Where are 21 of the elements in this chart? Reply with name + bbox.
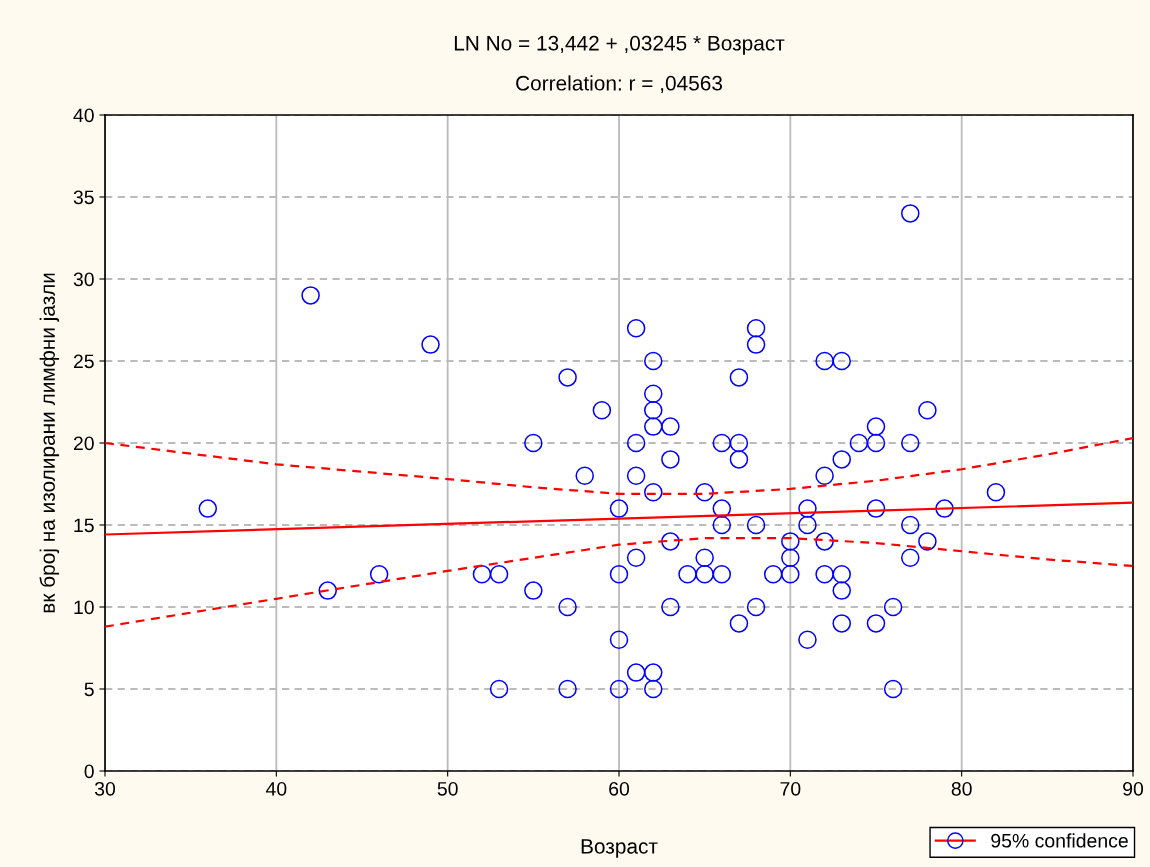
chart-subtitle: Correlation: r = ,04563: [516, 75, 723, 94]
y-tick-label: 30: [73, 272, 94, 287]
x-tick-label: 30: [94, 781, 116, 796]
x-tick-label: 90: [1123, 781, 1144, 796]
x-tick-label: 40: [265, 781, 287, 796]
y-tick-label: 40: [73, 108, 94, 123]
x-tick-label: 60: [609, 781, 630, 796]
y-tick-label: 20: [73, 436, 94, 451]
y-tick-label: 15: [74, 518, 94, 533]
chart-title: LN No = 13,442 + ,03245 * Возраст: [454, 35, 785, 55]
x-axis-title: Возраст: [581, 839, 658, 858]
y-tick-label: 5: [84, 682, 94, 697]
x-tick-label: 80: [951, 781, 972, 796]
y-axis-title: вк број на изолирани лимфни јазли: [39, 273, 60, 613]
x-tick-label: 70: [780, 781, 801, 796]
x-tick-label: 50: [437, 781, 458, 796]
y-tick-label: 0: [84, 764, 94, 779]
y-tick-label: 10: [74, 600, 94, 615]
y-tick-label: 35: [73, 190, 94, 205]
y-tick-label: 25: [73, 354, 94, 369]
legend-label: 95% confidence: [991, 833, 1128, 848]
